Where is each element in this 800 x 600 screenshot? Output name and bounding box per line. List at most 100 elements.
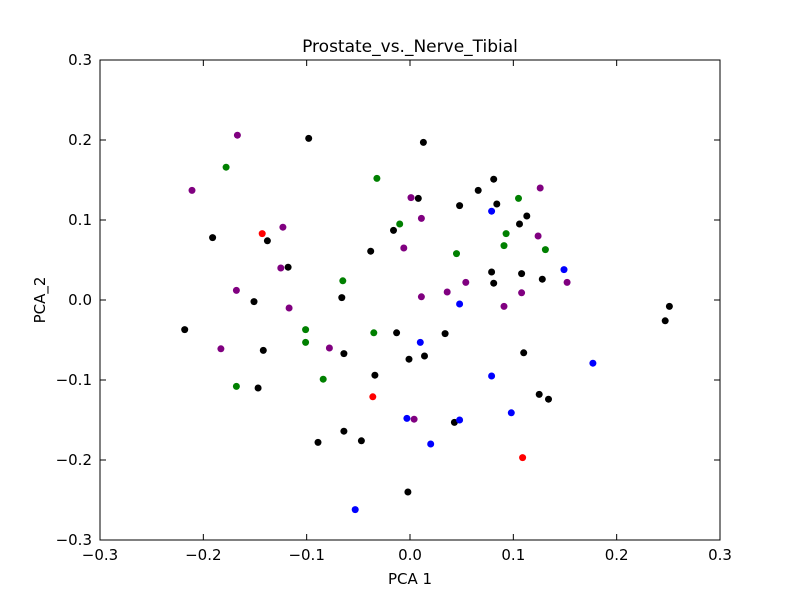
x-axis-label: PCA 1 — [388, 570, 432, 588]
scatter-point — [217, 345, 225, 353]
scatter-point — [279, 223, 287, 231]
scatter-point — [541, 246, 549, 254]
scatter-point — [414, 194, 422, 202]
scatter-point — [319, 375, 327, 383]
scatter-point — [232, 382, 240, 390]
scatter-point — [450, 418, 458, 426]
scatter-point — [665, 302, 673, 310]
y-tick-label: 0.0 — [68, 291, 92, 309]
scatter-point — [222, 163, 230, 171]
scatter-point — [518, 270, 526, 278]
scatter-point — [441, 330, 449, 338]
scatter-point — [410, 415, 418, 423]
scatter-point — [488, 372, 496, 380]
scatter-point — [502, 230, 510, 238]
scatter-point — [589, 359, 597, 367]
scatter-point — [351, 506, 359, 514]
scatter-point — [340, 350, 348, 358]
scatter-point — [325, 344, 333, 352]
scatter-point — [456, 416, 464, 424]
y-tick-label: −0.3 — [56, 531, 92, 549]
scatter-point — [474, 186, 482, 194]
scatter-point — [456, 202, 464, 210]
x-tick-label: −0.3 — [82, 546, 118, 564]
scatter-point — [254, 384, 262, 392]
scatter-point — [453, 250, 460, 258]
scatter-point — [285, 304, 293, 312]
scatter-point — [250, 298, 258, 306]
scatter-point — [404, 488, 412, 496]
scatter-point — [370, 329, 378, 337]
x-tick-label: 0.1 — [501, 546, 525, 564]
scatter-point — [500, 302, 508, 310]
scatter-point — [188, 186, 196, 194]
scatter-point — [519, 454, 527, 462]
y-tick-label: 0.1 — [68, 211, 92, 229]
scatter-point — [314, 438, 322, 446]
scatter-point — [560, 266, 568, 274]
scatter-point — [338, 294, 346, 302]
scatter-point — [209, 234, 217, 242]
scatter-point — [403, 414, 411, 422]
scatter-point — [407, 194, 415, 202]
x-tick-label: 0.0 — [398, 546, 422, 564]
scatter-point — [493, 200, 501, 208]
scatter-point — [396, 220, 404, 228]
scatter-point — [535, 390, 543, 398]
scatter-point — [488, 207, 496, 215]
scatter-point — [417, 293, 425, 301]
scatter-point — [263, 237, 271, 245]
scatter-point — [369, 393, 377, 401]
scatter-point — [357, 437, 365, 445]
scatter-point — [393, 329, 401, 337]
scatter-point — [462, 278, 470, 286]
x-tick-label: −0.2 — [185, 546, 221, 564]
scatter-point — [367, 247, 375, 255]
scatter-point — [488, 268, 496, 276]
scatter-point — [538, 275, 546, 283]
scatter-point — [258, 230, 266, 238]
scatter-point — [500, 242, 508, 250]
scatter-point — [302, 338, 310, 346]
scatter-point — [302, 326, 310, 334]
points-layer — [181, 131, 673, 514]
scatter-point — [534, 232, 542, 240]
y-tick-label: −0.1 — [56, 371, 92, 389]
scatter-point — [507, 409, 515, 417]
scatter-point — [259, 346, 267, 354]
scatter-point — [305, 134, 313, 142]
scatter-point — [563, 278, 571, 286]
scatter-point — [419, 138, 427, 146]
scatter-point — [405, 355, 413, 363]
x-tick-label: −0.1 — [288, 546, 324, 564]
scatter-point — [545, 395, 552, 403]
scatter-point — [390, 226, 397, 234]
scatter-point — [416, 338, 424, 346]
scatter-point — [277, 264, 285, 272]
chart-title: Prostate_vs._Nerve_Tibial — [302, 37, 518, 57]
scatter-point — [427, 440, 435, 448]
scatter-point — [516, 220, 523, 228]
y-axis-label: PCA_2 — [31, 277, 50, 324]
scatter-point — [284, 263, 292, 271]
scatter-point — [536, 184, 544, 192]
scatter-point — [371, 371, 379, 379]
scatter-point — [490, 279, 498, 287]
y-tick-label: 0.2 — [68, 131, 92, 149]
scatter-point — [339, 277, 347, 285]
scatter-point — [518, 289, 526, 297]
ticks-layer: −0.3 −0.2 −0.1 0.0 0.1 0.2 0.3 −0.3 −0.2 −0.1 0.0 0… — [56, 51, 732, 564]
scatter-point — [340, 427, 348, 435]
scatter-point — [400, 244, 408, 252]
scatter-point — [490, 175, 498, 183]
scatter-point — [523, 212, 531, 220]
scatter-point — [181, 326, 189, 334]
scatter-point — [373, 174, 381, 182]
scatter-point — [515, 194, 522, 202]
scatter-point — [520, 349, 528, 357]
scatter-point — [233, 131, 241, 139]
scatter-point — [421, 352, 428, 360]
scatter-point — [443, 288, 451, 296]
